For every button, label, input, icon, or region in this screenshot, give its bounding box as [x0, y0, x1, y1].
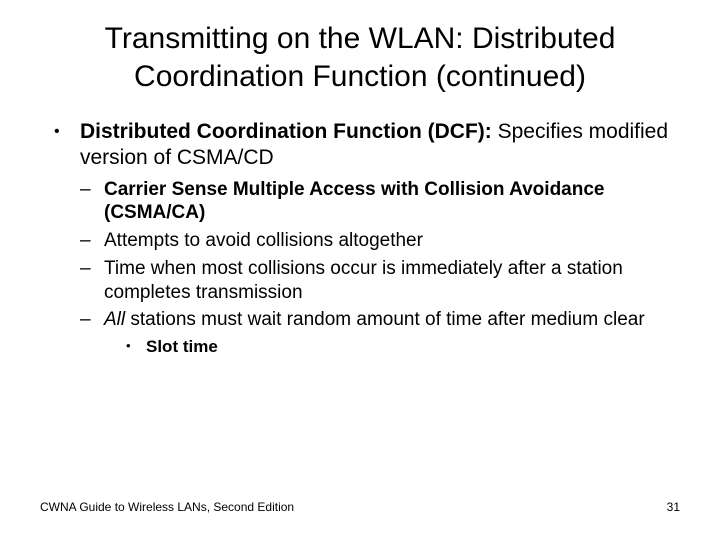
all-emphasis: All [104, 309, 125, 330]
bullet-dot-icon: • [126, 336, 146, 357]
csma-ca-term: Carrier Sense Multiple Access with Colli… [104, 178, 680, 226]
slide-footer: CWNA Guide to Wireless LANs, Second Edit… [40, 500, 680, 514]
dash-icon: – [80, 229, 104, 253]
bullet-level2: – Time when most collisions occur is imm… [80, 257, 680, 305]
wait-time-text: All stations must wait random amount of … [104, 308, 680, 332]
dash-icon: – [80, 178, 104, 226]
dash-icon: – [80, 257, 104, 305]
slide-title: Transmitting on the WLAN: Distributed Co… [40, 20, 680, 95]
slot-time-term: Slot time [146, 336, 680, 357]
bullet-level2: – Carrier Sense Multiple Access with Col… [80, 178, 680, 226]
bullet-level2-group: – Carrier Sense Multiple Access with Col… [54, 178, 680, 358]
footer-source: CWNA Guide to Wireless LANs, Second Edit… [40, 500, 294, 514]
wait-rest: stations must wait random amount of time… [125, 309, 645, 330]
bullet-level2: – All stations must wait random amount o… [80, 308, 680, 332]
dcf-term: Distributed Coordination Function (DCF): [80, 120, 498, 143]
bullet-level2: – Attempts to avoid collisions altogethe… [80, 229, 680, 253]
bullet-level1-text: Distributed Coordination Function (DCF):… [80, 119, 680, 172]
page-number: 31 [667, 500, 680, 514]
dash-icon: – [80, 308, 104, 332]
slide-body: • Distributed Coordination Function (DCF… [40, 119, 680, 357]
bullet-level1: • Distributed Coordination Function (DCF… [54, 119, 680, 172]
bullet-dot-icon: • [54, 119, 80, 172]
bullet-level3: • Slot time [126, 336, 680, 357]
avoid-collisions-text: Attempts to avoid collisions altogether [104, 229, 680, 253]
bullet-level3-group: • Slot time [80, 336, 680, 357]
collision-timing-text: Time when most collisions occur is immed… [104, 257, 680, 305]
